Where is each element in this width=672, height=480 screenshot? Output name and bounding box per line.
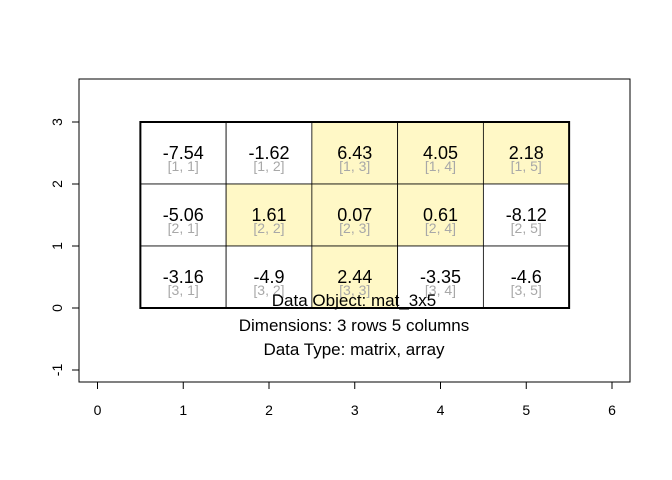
cell-value-label: 2.18 (509, 143, 544, 163)
x-tick-label: 3 (351, 402, 359, 418)
cell-value-label: -8.12 (506, 205, 547, 225)
matrix-cell (225, 183, 313, 247)
cell-value-label: 1.61 (251, 205, 286, 225)
cell-index-label: [1, 4] (425, 158, 456, 174)
matrix-border (139, 121, 571, 309)
cell-value-label: 4.05 (423, 143, 458, 163)
matrix-cell (225, 245, 313, 309)
cell-value-label: 2.44 (337, 267, 372, 287)
y-tick-label: 1 (49, 242, 65, 250)
matrix-cell (225, 121, 313, 185)
cell-index-label: [3, 3] (339, 282, 370, 298)
cell-index-label: [1, 3] (339, 158, 370, 174)
x-tick-label: 5 (522, 402, 530, 418)
cell-value-label: -5.06 (163, 205, 204, 225)
matrix-cell (482, 183, 570, 247)
matrix-text: [1, 1]-7.54 [1, 2]-1.62 [1, 3]6.43 [1, 4]4.… (163, 143, 547, 298)
cell-index-label: [3, 4] (425, 282, 456, 298)
matrix-cell (139, 183, 227, 247)
info-text: Data Object: mat_3x5 Dimensions: 3 rows 5… (239, 291, 470, 359)
x-tick-label: 2 (265, 402, 273, 418)
matrix-cell (482, 245, 570, 309)
cell-value-label: -3.35 (420, 267, 461, 287)
matrix-cell (397, 183, 484, 247)
y-tick-label: 3 (49, 118, 65, 126)
cell-value-label: 0.07 (337, 205, 372, 225)
info-line: Dimensions: 3 rows 5 columns (239, 316, 470, 335)
y-tick-label: -1 (49, 364, 65, 377)
matrix-cell (397, 121, 484, 185)
cell-index-label: [2, 1] (168, 220, 199, 236)
cell-index-label: [1, 1] (168, 158, 199, 174)
matrix-cell (311, 245, 399, 309)
cell-index-label: [1, 2] (253, 158, 284, 174)
cell-value-label: -7.54 (163, 143, 204, 163)
info-line: Data Type: matrix, array (263, 340, 445, 359)
cell-index-label: [2, 4] (425, 220, 456, 236)
info-line: Data Object: mat_3x5 (272, 291, 436, 310)
cell-index-label: [2, 5] (511, 220, 542, 236)
cell-index-label: [3, 2] (253, 282, 284, 298)
y-tick-label: 2 (49, 180, 65, 188)
cell-value-label: 0.61 (423, 205, 458, 225)
cell-index-label: [3, 1] (168, 282, 199, 298)
matrix-cell (139, 245, 227, 309)
x-axis: 0 1 2 3 4 5 6 (94, 381, 616, 418)
cell-index-label: [2, 2] (253, 220, 284, 236)
y-tick-label: 0 (49, 304, 65, 312)
cell-index-label: [3, 5] (511, 282, 542, 298)
cell-value-label: -3.16 (163, 267, 204, 287)
cell-value-label: 6.43 (337, 143, 372, 163)
cell-value-label: -4.9 (253, 267, 284, 287)
x-tick-label: 0 (94, 402, 102, 418)
cell-index-label: [2, 3] (339, 220, 370, 236)
cell-value-label: -4.6 (511, 267, 542, 287)
matrix-cells (139, 121, 570, 309)
cell-index-label: [1, 5] (511, 158, 542, 174)
matrix-cell (311, 183, 399, 247)
matrix-cell (397, 245, 484, 309)
x-tick-label: 1 (179, 402, 187, 418)
x-tick-label: 6 (608, 402, 616, 418)
y-axis: -1 0 1 2 3 (49, 118, 80, 377)
x-tick-label: 4 (437, 402, 445, 418)
cell-value-label: -1.62 (248, 143, 289, 163)
